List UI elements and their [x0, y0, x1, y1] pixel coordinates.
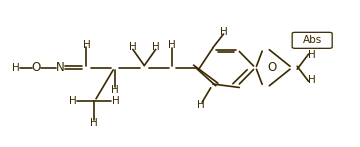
Text: O: O — [32, 61, 41, 74]
FancyBboxPatch shape — [292, 32, 332, 48]
Text: H: H — [220, 27, 228, 37]
Text: H: H — [152, 42, 159, 52]
Text: O: O — [267, 61, 277, 74]
Text: H: H — [69, 96, 77, 106]
Text: H: H — [112, 96, 120, 106]
Text: Abs: Abs — [302, 35, 322, 45]
Text: H: H — [168, 40, 176, 50]
Text: H: H — [82, 40, 90, 50]
Text: H: H — [308, 75, 316, 85]
Text: H: H — [129, 42, 137, 52]
Text: H: H — [12, 63, 19, 73]
Text: H: H — [197, 100, 204, 110]
Text: H: H — [111, 85, 119, 95]
Text: H: H — [308, 50, 316, 60]
Text: N: N — [56, 61, 65, 74]
Text: H: H — [90, 118, 98, 128]
